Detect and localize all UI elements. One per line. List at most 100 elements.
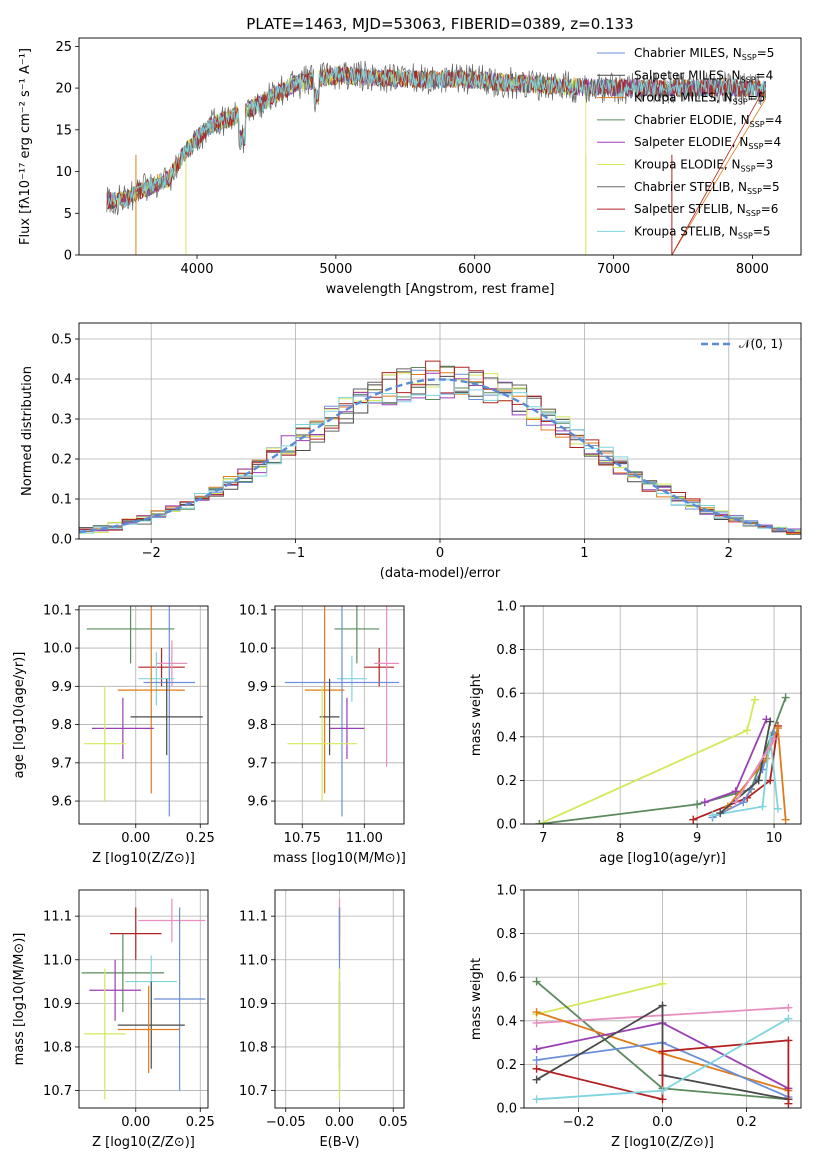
weight-vs-z-point-marker [658, 1086, 667, 1095]
weight-vs-age-point-marker [750, 695, 759, 704]
spectrum-ytick-label: 10 [55, 165, 72, 180]
weight-vs-z-point-marker [532, 1045, 541, 1054]
weight-vs-z-point-marker [532, 977, 541, 986]
spectrum-ylabel: Flux [fλ10⁻¹⁷ erg cm⁻² s⁻¹ A⁻¹] [18, 48, 33, 245]
weight-vs-age-series-line [712, 736, 779, 817]
mass-vs-z-plot-area [81, 898, 206, 1100]
weight-vs-age-ytick-label: 0.6 [496, 687, 517, 702]
weight-vs-age-point-marker [743, 726, 752, 735]
age-vs-mass-xlabel: mass [log10(M/M⊙)] [273, 851, 406, 866]
weight-vs-age-point-marker [700, 798, 709, 807]
weight-vs-age-point-marker [731, 787, 740, 796]
spectrum-ytick-label: 15 [55, 123, 72, 138]
spectrum-ytick-label: 5 [64, 207, 72, 222]
weight-vs-age-point-marker [773, 724, 782, 733]
age-vs-z-ytick-label: 10.0 [43, 642, 72, 657]
weight-vs-z-xtick-label: 0.0 [652, 1115, 673, 1130]
weight-vs-age-ytick-label: 1.0 [496, 600, 517, 615]
weight-vs-age-point-marker [731, 798, 740, 807]
mass-vs-z-ylabel: mass [log10(M/M⊙)] [12, 933, 27, 1066]
residuals-axes: −2 −1 0 1 2 0.0 0.1 0.2 0.3 0.4 0.5 (data-model)/er… [20, 322, 802, 581]
mass-vs-ebv-ytick-label: 11.0 [239, 953, 268, 968]
weight-vs-z-axes: −0.2 0.0 0.2 0.0 0.2 0.4 0.6 0.8 1.0 Z [log10(Z/Z… [469, 884, 802, 1150]
spectrum-series-line [106, 60, 767, 216]
spectrum-frame [78, 37, 802, 256]
mass-vs-z-ytick-label: 11.0 [43, 953, 72, 968]
weight-vs-z-ylabel: mass weight [469, 958, 484, 1040]
weight-vs-age-point-marker [766, 717, 775, 726]
weight-vs-age-point-marker [781, 693, 790, 702]
weight-vs-z-point-marker [532, 1075, 541, 1084]
age-vs-z-xtick-label: 0.25 [186, 831, 215, 846]
mass-vs-z-frame [78, 889, 209, 1109]
mass-vs-z-xlabel: Z [log10(Z/Z⊙)] [92, 1135, 195, 1150]
residuals-ytick-label: 0.5 [51, 333, 72, 348]
mass-vs-z-ytick-label: 10.7 [43, 1084, 72, 1099]
mass-vs-ebv-ytick-label: 11.1 [239, 910, 268, 925]
weight-vs-z-ytick-label: 0.8 [496, 927, 517, 942]
weight-vs-age-series-line [539, 699, 756, 824]
spectrum-xtick-label: 4000 [180, 262, 213, 277]
mass-vs-z-xtick-label: 0.00 [121, 1115, 150, 1130]
weight-vs-age-point-marker [766, 776, 775, 785]
weight-vs-age-point-marker [708, 811, 717, 820]
residuals-xtick-label: −1 [286, 546, 305, 561]
weight-vs-age-axes: 7 8 9 10 0.0 0.2 0.4 0.6 0.8 1.0 age [log10(age/yr… [469, 600, 802, 866]
weight-vs-z-xtick-label: −0.2 [563, 1115, 595, 1130]
weight-vs-age-point-marker [535, 820, 544, 824]
mass-vs-ebv-frame [274, 889, 405, 1109]
age-vs-mass-ytick-label: 9.6 [247, 795, 268, 810]
weight-vs-z-point-marker [532, 1056, 541, 1065]
spectrum-ytick-label: 0 [64, 249, 72, 264]
spectrum-axes: 4000 5000 6000 7000 8000 0 5 10 15 20 25 wavelength… [18, 37, 802, 297]
weight-vs-age-point-marker [781, 815, 790, 824]
age-vs-z-xtick-label: 0.00 [121, 831, 150, 846]
legend-entry: Chabrier MILES, NSSP=5 [634, 46, 774, 62]
legend-entry: Chabrier STELIB, NSSP=5 [634, 180, 780, 196]
age-vs-mass-plot-area [284, 606, 400, 817]
legend-entry: Salpeter MILES, NSSP=4 [634, 68, 773, 84]
weight-vs-age-plot-area [535, 693, 790, 824]
age-vs-mass-xtick-label: 11.00 [346, 831, 383, 846]
legend-entry: Kroupa ELODIE, NSSP=3 [634, 158, 773, 174]
residuals-plot-area [79, 360, 801, 535]
weight-vs-age-point-marker [739, 798, 748, 807]
legend-entry: Kroupa STELIB, NSSP=5 [634, 224, 771, 240]
residuals-ytick-label: 0.2 [51, 453, 72, 468]
residuals-ytick-label: 0.0 [51, 533, 72, 548]
residuals-ytick-label: 0.3 [51, 413, 72, 428]
gaussian-curve [79, 378, 799, 534]
age-vs-mass-ytick-label: 9.9 [247, 680, 268, 695]
weight-vs-z-xtick-label: 0.2 [736, 1115, 757, 1130]
weight-vs-age-point-marker [716, 809, 725, 818]
age-vs-mass-frame [274, 605, 405, 825]
spectrum-xtick-label: 6000 [458, 262, 491, 277]
weight-vs-z-point-marker [658, 1047, 667, 1056]
spectrum-series-line [106, 66, 767, 209]
age-vs-mass-ytick-label: 10.1 [239, 603, 268, 618]
weight-vs-z-point-marker [658, 1001, 667, 1010]
mass-vs-ebv-ytick-label: 10.9 [239, 997, 268, 1012]
age-vs-mass-axes: 10.75 11.00 9.6 9.7 9.8 9.9 10.0 10.1 mass [log1… [239, 603, 406, 866]
age-vs-z-axes: 0.00 0.25 9.6 9.7 9.8 9.9 10.0 10.1 Z [log10(Z/Z… [12, 603, 215, 866]
mass-vs-z-xtick-label: 0.25 [186, 1115, 215, 1130]
spectrum-ytick-label: 25 [55, 40, 72, 55]
mass-vs-ebv-xtick-label: 0.00 [325, 1115, 354, 1130]
weight-vs-z-ytick-label: 0.0 [496, 1102, 517, 1117]
age-vs-z-ytick-label: 9.8 [51, 718, 72, 733]
weight-vs-age-point-marker [770, 734, 779, 743]
legend-entry: Salpeter STELIB, NSSP=6 [634, 202, 778, 218]
spectrum-plot-area [106, 60, 767, 255]
age-vs-mass-ytick-label: 10.0 [239, 642, 268, 657]
spectrum-series-line [106, 66, 767, 255]
residuals-ytick-label: 0.1 [51, 493, 72, 508]
weight-vs-z-point-marker [532, 1018, 541, 1027]
weight-vs-age-point-marker [758, 765, 767, 774]
age-vs-z-ytick-label: 9.7 [51, 756, 72, 771]
legend-entry: Kroupa MILES, NSSP=5 [634, 91, 765, 107]
weight-vs-age-point-marker [689, 815, 698, 824]
weight-vs-age-ytick-label: 0.8 [496, 643, 517, 658]
residuals-ylabel: Normed distribution [20, 366, 35, 496]
weight-vs-z-xlabel: Z [log10(Z/Z⊙)] [611, 1135, 714, 1150]
age-vs-z-xlabel: Z [log10(Z/Z⊙)] [92, 851, 195, 866]
